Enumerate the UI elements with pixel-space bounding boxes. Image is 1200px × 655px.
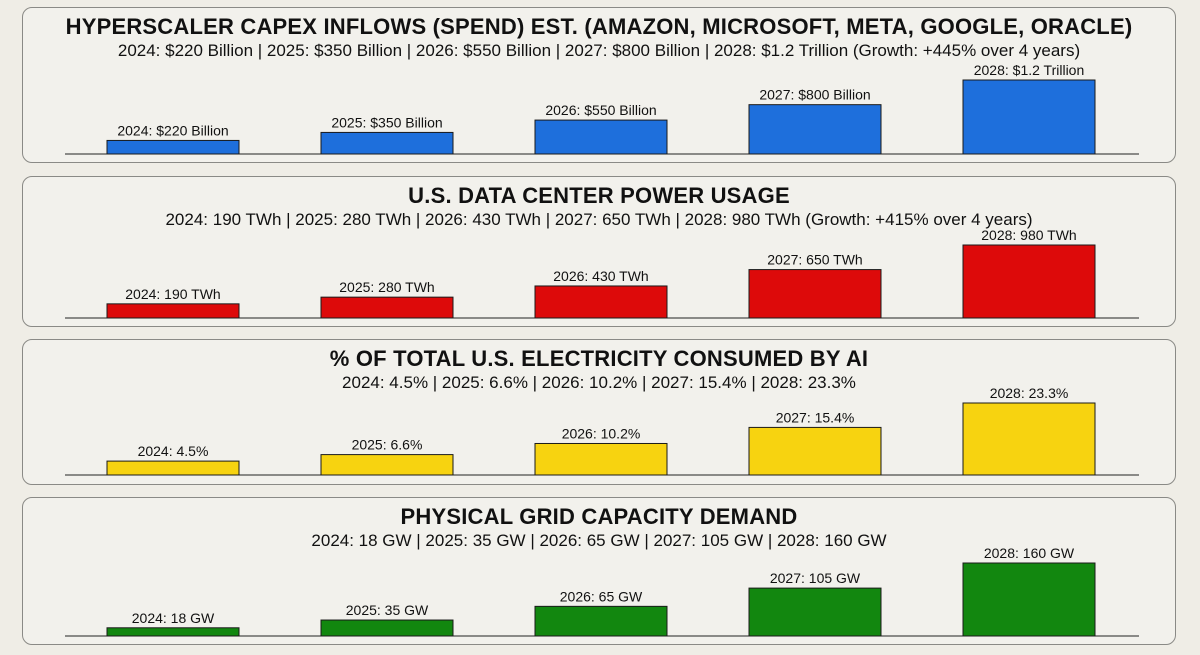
bar-label-2028: 2028: 980 TWh — [981, 227, 1076, 243]
bar-2026 — [534, 119, 668, 155]
capex-subtitle: 2024: $220 Billion | 2025: $350 Billion … — [117, 41, 1081, 60]
grid-capacity-title: PHYSICAL GRID CAPACITY DEMAND — [400, 504, 798, 529]
bar-2024 — [106, 460, 240, 476]
bar-label-2027: 2027: 15.4% — [776, 409, 855, 425]
bar-label-2025: 2025: $350 Billion — [331, 114, 442, 130]
bar-label-2026: 2026: 10.2% — [562, 425, 641, 441]
bar-2027 — [748, 269, 882, 319]
ai-electricity-subtitle: 2024: 4.5% | 2025: 6.6% | 2026: 10.2% | … — [342, 373, 856, 392]
bar-label-2028: 2028: 160 GW — [984, 545, 1075, 561]
bar-label-2028: 2028: $1.2 Trillion — [974, 62, 1085, 78]
ai-electricity-chart: 2024: 4.5% 2025: 6.6% 2026: 10.2% 2027: 15.… — [65, 385, 1139, 476]
bar-2028 — [962, 402, 1096, 476]
ai-electricity-panel: % OF TOTAL U.S. ELECTRICITY CONSUMED BY … — [22, 339, 1176, 485]
bar-label-2024: 2024: $220 Billion — [117, 122, 228, 138]
bar-2024 — [106, 139, 240, 155]
bar-label-2026: 2026: 430 TWh — [553, 268, 648, 284]
bar-2026 — [534, 285, 668, 319]
bar-2027 — [748, 104, 882, 155]
capex-chart: 2024: $220 Billion 2025: $350 Billion 2026… — [65, 62, 1139, 155]
bar-2024 — [106, 627, 240, 637]
bar-label-2024: 2024: 18 GW — [132, 610, 215, 626]
bar-label-2024: 2024: 4.5% — [138, 443, 209, 459]
power-usage-panel: U.S. DATA CENTER POWER USAGE 2024: 190 T… — [22, 176, 1176, 327]
bar-label-2026: 2026: $550 Billion — [545, 102, 656, 118]
bar-label-2026: 2026: 65 GW — [560, 588, 643, 604]
bar-2024 — [106, 303, 240, 319]
bar-2026 — [534, 442, 668, 476]
bar-label-2027: 2027: $800 Billion — [759, 87, 870, 103]
grid-capacity-chart: 2024: 18 GW 2025: 35 GW 2026: 65 GW 2027: 1… — [65, 545, 1139, 637]
bar-label-2027: 2027: 650 TWh — [767, 252, 862, 268]
power-usage-title: U.S. DATA CENTER POWER USAGE — [408, 183, 790, 208]
capex-title: HYPERSCALER CAPEX INFLOWS (SPEND) EST. (… — [65, 14, 1133, 39]
bar-label-2025: 2025: 6.6% — [352, 437, 423, 453]
capex-panel: HYPERSCALER CAPEX INFLOWS (SPEND) EST. (… — [22, 7, 1176, 163]
bar-2027 — [748, 426, 882, 476]
bar-label-2024: 2024: 190 TWh — [125, 286, 220, 302]
bar-2025 — [320, 131, 454, 155]
power-usage-chart: 2024: 190 TWh 2025: 280 TWh 2026: 430 TWh 2… — [65, 227, 1139, 319]
bar-2028 — [962, 79, 1096, 155]
power-usage-subtitle: 2024: 190 TWh | 2025: 280 TWh | 2026: 43… — [165, 210, 1033, 229]
bar-2028 — [962, 244, 1096, 319]
bar-2025 — [320, 619, 454, 637]
bar-2025 — [320, 454, 454, 476]
bar-2025 — [320, 296, 454, 319]
bar-label-2025: 2025: 35 GW — [346, 602, 429, 618]
grid-capacity-subtitle: 2024: 18 GW | 2025: 35 GW | 2026: 65 GW … — [311, 531, 887, 550]
bar-2027 — [748, 587, 882, 637]
bar-label-2028: 2028: 23.3% — [990, 385, 1069, 401]
bar-2028 — [962, 562, 1096, 637]
ai-electricity-title: % OF TOTAL U.S. ELECTRICITY CONSUMED BY … — [329, 346, 869, 371]
bar-label-2025: 2025: 280 TWh — [339, 279, 434, 295]
grid-capacity-panel: PHYSICAL GRID CAPACITY DEMAND 2024: 18 G… — [22, 497, 1176, 645]
bar-2026 — [534, 605, 668, 637]
bar-label-2027: 2027: 105 GW — [770, 570, 861, 586]
